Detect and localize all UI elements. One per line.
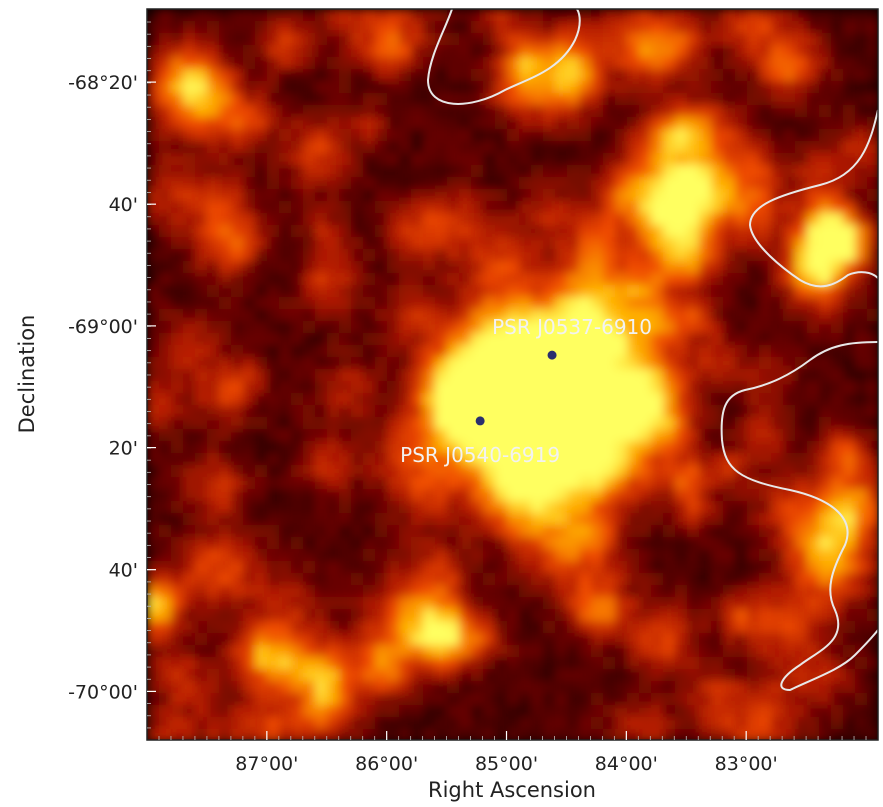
- x-axis-label: Right Ascension: [428, 778, 596, 802]
- y-tick-label: -68°20': [68, 72, 138, 94]
- heatmap-image: [147, 9, 878, 740]
- contour-top: [426, 9, 581, 105]
- contour-right-upper: [748, 109, 878, 288]
- x-tick-label: 86°00': [355, 753, 418, 775]
- y-axis-label: Declination: [15, 315, 39, 434]
- y-tick-label: 20': [109, 438, 138, 460]
- y-tick-label: -70°00': [68, 681, 138, 703]
- y-tick-label: 40': [109, 194, 138, 216]
- source-marker-2: [475, 416, 485, 426]
- source-marker-1: [547, 350, 557, 360]
- source-label-2: PSR J0540-6919: [400, 443, 560, 467]
- y-tick-label: -69°00': [68, 316, 138, 338]
- contour-right-lower: [720, 341, 878, 692]
- y-tick-label: 40': [109, 560, 138, 582]
- plot-area: PSR J0537-6910 PSR J0540-6919: [146, 8, 879, 741]
- x-tick-label: 87°00': [235, 753, 298, 775]
- plot-frame: [146, 8, 879, 741]
- x-tick-label: 83°00': [715, 753, 778, 775]
- y-axis-ticks: -68°20' 40' -69°00' 20' 40' -70°00': [68, 72, 156, 703]
- x-tick-label: 84°00': [595, 753, 658, 775]
- source-label-1: PSR J0537-6910: [492, 315, 652, 339]
- x-axis-ticks: 87°00' 86°00' 85°00' 84°00' 83°00': [235, 731, 778, 775]
- source-markers: PSR J0537-6910 PSR J0540-6919: [400, 315, 652, 467]
- contour-lines: [426, 9, 878, 692]
- x-tick-label: 85°00': [475, 753, 538, 775]
